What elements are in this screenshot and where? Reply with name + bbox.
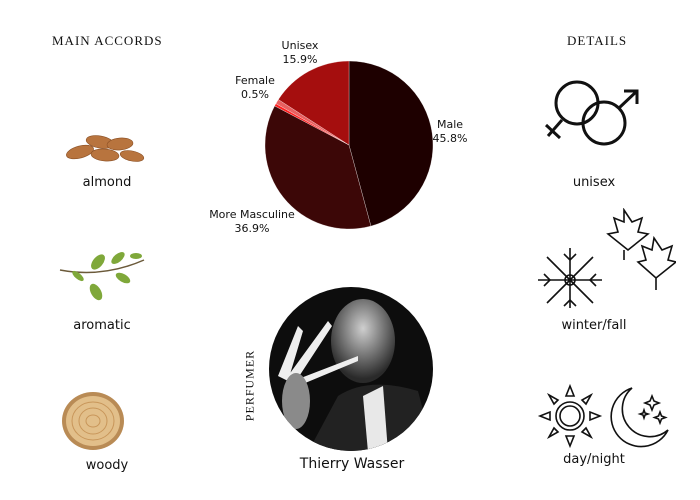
details-heading: DETAILS: [567, 33, 628, 48]
sun-moon-icon: [537, 383, 669, 449]
almond-icon: [66, 135, 145, 162]
pie-label-female: Female 0.5%: [235, 74, 275, 101]
pie-slice-unisex: [278, 60, 350, 146]
pie-label-male: Male 45.8%: [432, 118, 468, 145]
wood-slice-icon: [62, 392, 124, 450]
pie-slice-more-masculine: [264, 105, 372, 230]
snowflake-leaves-icon: [538, 208, 676, 308]
pie-slice-male: [348, 60, 434, 227]
accord-label-woody: woody: [85, 458, 129, 473]
perfumer-photo: [269, 287, 433, 451]
pie-label-unisex: Unisex 15.9%: [281, 39, 319, 66]
herb-sprig-icon: [59, 252, 145, 301]
accord-label-aromatic: aromatic: [73, 318, 131, 333]
detail-label-winter-fall: winter/fall: [561, 318, 627, 333]
male-female-icon: [544, 80, 639, 146]
perfumer-heading: PERFUMER: [242, 349, 257, 422]
pie-label-more-masculine: More Masculine 36.9%: [209, 208, 295, 235]
main-accords-heading: MAIN ACCORDS: [52, 33, 163, 48]
detail-label-unisex: unisex: [572, 175, 616, 190]
accord-label-almond: almond: [82, 175, 132, 190]
detail-label-day-night: day/night: [563, 452, 625, 467]
perfumer-name: Thierry Wasser: [299, 456, 405, 472]
gender-pie-chart: [264, 60, 434, 230]
